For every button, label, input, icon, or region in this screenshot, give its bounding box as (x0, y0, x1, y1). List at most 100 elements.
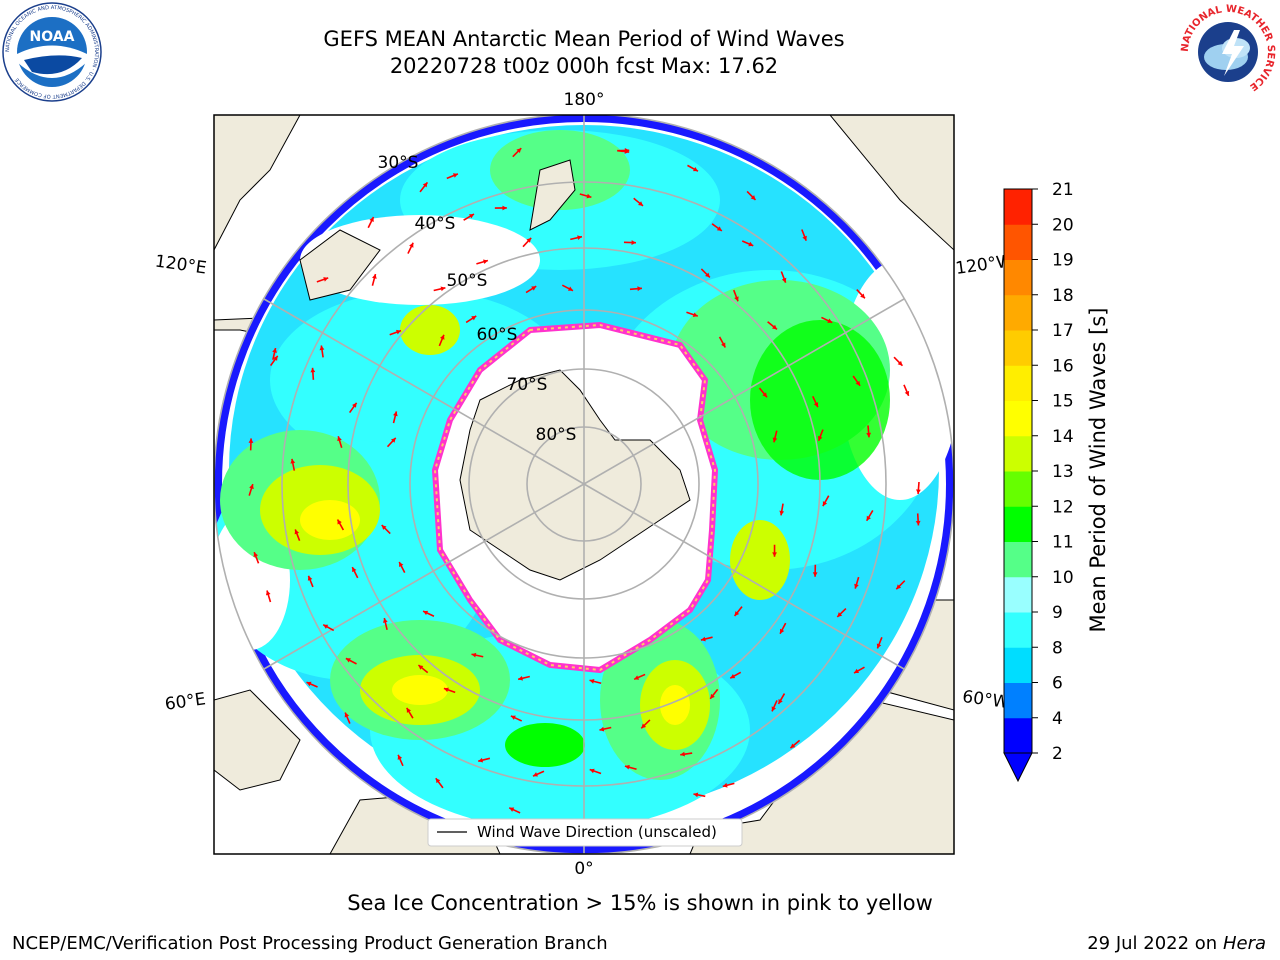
map-frame (213, 114, 955, 855)
wave-direction-arrowhead (837, 612, 843, 617)
wave-direction-arrowhead (734, 611, 740, 617)
colorbar-swatch (1004, 682, 1032, 719)
wave-direction-arrowhead (516, 148, 522, 153)
wave-direction-arrowhead (813, 402, 819, 408)
wave-direction-arrowhead (904, 390, 910, 396)
wave-direction-arrowhead (502, 205, 507, 211)
wave-direction-arrowhead (440, 334, 445, 340)
wave-direction-arrowhead (352, 402, 357, 408)
colorbar-tick-label: 18 (1052, 286, 1074, 306)
antarctica-land (459, 369, 691, 581)
wave-direction-arrowhead (337, 519, 342, 525)
wave-direction-arrowhead (323, 624, 329, 629)
wave-direction-arrowhead (916, 489, 921, 494)
wave-direction-arrowhead (383, 618, 388, 623)
wave-direction-arrowhead (762, 392, 767, 398)
wave-direction-arrowhead (730, 673, 736, 679)
wave-direction-arrowhead (510, 715, 516, 720)
wave-direction-arrowhead (812, 572, 818, 577)
wave-direction-arrowhead (876, 643, 882, 649)
wave-direction-arrowhead (567, 286, 573, 291)
wave-direction-arrowhead (624, 148, 630, 153)
colorbar-tick-label: 19 (1052, 251, 1074, 271)
graticule (214, 115, 954, 854)
nws-logo: NATIONAL WEATHER SERVICE (1179, 3, 1277, 101)
wave-direction-arrowhead (771, 706, 777, 712)
wave-direction-arrowhead (452, 173, 458, 178)
wave-direction-arrowhead (693, 792, 699, 798)
colorbar-tick-label: 14 (1052, 427, 1074, 447)
wave-direction-arrowhead (422, 182, 428, 188)
wave-direction-arrowhead (637, 286, 642, 292)
colorbar-swatch (1004, 612, 1032, 648)
wave-direction-arrowhead (265, 590, 271, 596)
wave-direction-arrowhead (641, 723, 647, 729)
sea-ice-caption: Sea Ice Concentration > 15% is shown in … (347, 891, 933, 915)
wave-direction-arrowhead (854, 583, 859, 589)
wave-direction-arrowhead (323, 277, 329, 282)
wave-direction-arrowhead (779, 628, 785, 634)
wave-direction-arrowhead (423, 610, 429, 616)
colorbar: 2 4 6 8 9 10 11 12 13 14 15 16 17 18 19 20 21 (1003, 180, 1074, 783)
new-zealand-land (529, 159, 576, 231)
wave-direction-arrowhead (772, 437, 778, 443)
colorbar-tick-label: 13 (1052, 462, 1074, 482)
wave-direction-arrowhead (781, 277, 787, 283)
colorbar-swatch (1004, 717, 1032, 754)
noaa-text: NOAA (30, 29, 75, 45)
wave-direction-arrowhead (589, 679, 595, 684)
wave-direction-arrowhead (817, 435, 823, 441)
wave-direction-arrowhead (772, 552, 777, 557)
wave-direction-arrowhead (310, 367, 316, 373)
wave-direction-arrowhead (915, 520, 921, 526)
wave-direction-arrowhead (866, 432, 872, 438)
wave-direction-arrowhead (253, 552, 259, 558)
wave-direction-arrowhead (337, 436, 342, 442)
colorbar-swatch (1004, 224, 1032, 260)
lat-label-80s: 80°S (536, 425, 577, 445)
wave-direction-arrowhead (634, 675, 640, 680)
wave-direction-arrowhead (345, 658, 351, 663)
colorbar-tick-label: 9 (1052, 603, 1063, 623)
wave-direction-arrowhead (855, 380, 861, 386)
wave-direction-arrowhead (468, 214, 474, 219)
wave-direction-arrowhead (533, 772, 538, 777)
colorbar-extend-min (1003, 752, 1033, 783)
colorbar-label: Mean Period of Wind Waves [s] (1086, 307, 1110, 633)
footer-date-text: 29 Jul 2022 on (1087, 933, 1218, 954)
wave-direction-arrowhead (306, 681, 312, 687)
wave-direction-arrowhead (409, 242, 414, 248)
wave-direction-arrowhead (624, 764, 630, 770)
wave-direction-arrowhead (748, 241, 754, 247)
colorbar-swatch (1004, 435, 1032, 472)
colorbar-swatch (1004, 541, 1032, 578)
wave-direction-arrowhead (369, 216, 374, 222)
colorbar-swatch (1004, 365, 1032, 401)
colorbar-tick-label: 16 (1052, 356, 1074, 376)
wave-direction-arrowhead (710, 693, 715, 699)
colorbar-tick-label: 20 (1052, 215, 1074, 235)
wave-direction-arrowhead (526, 237, 532, 243)
lon-label-0: 0° (574, 859, 593, 879)
wave-direction-arrowhead (589, 768, 595, 774)
wave-direction-arrowhead (397, 754, 403, 760)
footer-credit: NCEP/EMC/Verification Post Processing Pr… (12, 933, 608, 954)
wave-direction-arrowhead (631, 240, 636, 245)
wave-direction-arrowhead (290, 458, 296, 464)
wave-direction-arrowhead (860, 293, 865, 299)
wave-direction-arrowhead (273, 355, 278, 361)
wave-direction-arrowhead (396, 329, 401, 335)
colorbar-tick-label: 17 (1052, 321, 1074, 341)
wave-direction-arrowhead (778, 698, 783, 704)
lat-label-70s: 70°S (507, 375, 548, 395)
wave-direction-arrowhead (734, 296, 739, 302)
wave-direction-arrowhead (721, 342, 726, 348)
colorbar-tick-label: 8 (1052, 638, 1063, 658)
colorbar-tick-label: 2 (1052, 744, 1063, 764)
wave-direction-arrowhead (249, 484, 254, 490)
wave-direction-arrowhead (700, 636, 706, 642)
wave-direction-arrowhead (779, 510, 785, 516)
wave-direction-arrowhead (478, 757, 484, 763)
wave-direction-arrowhead (827, 318, 833, 323)
wave-direction-arrowhead (896, 584, 902, 590)
